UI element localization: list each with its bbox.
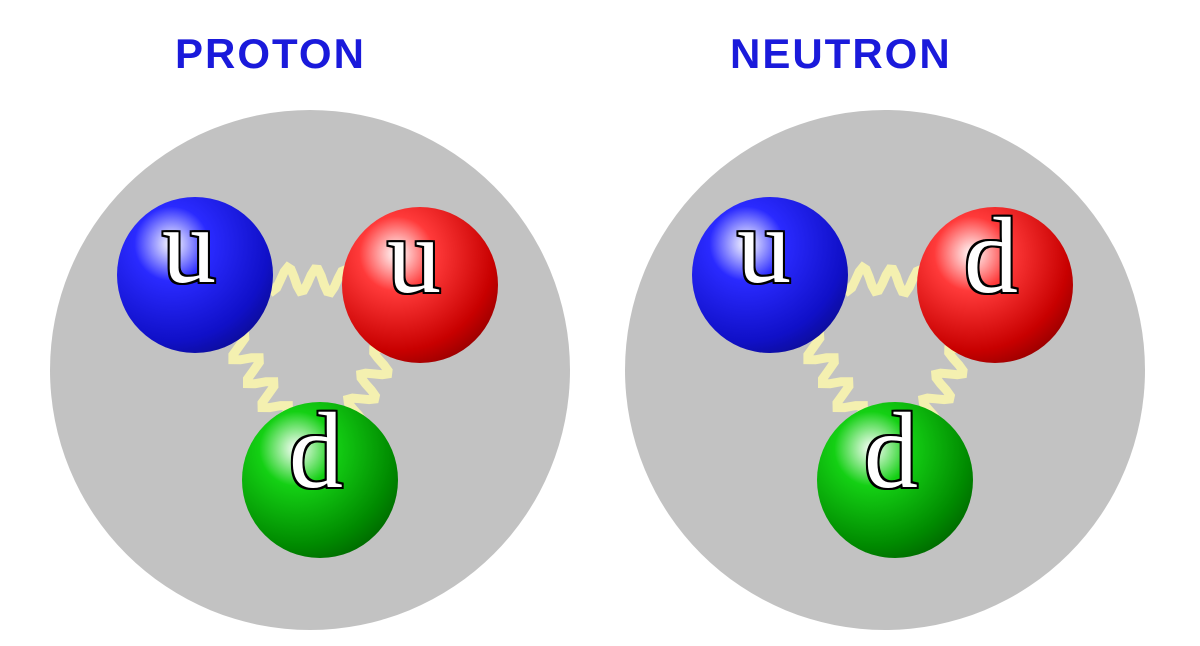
neutron-down-quark-red: [917, 207, 1073, 363]
proton-title: PROTON: [175, 30, 366, 78]
proton-up-quark-blue: [117, 197, 273, 353]
proton-up-quark-red: [342, 207, 498, 363]
neutron-title: NEUTRON: [730, 30, 952, 78]
neutron-down-quark-green: [817, 402, 973, 558]
proton-down-quark-green: [242, 402, 398, 558]
neutron-up-quark-blue: [692, 197, 848, 353]
